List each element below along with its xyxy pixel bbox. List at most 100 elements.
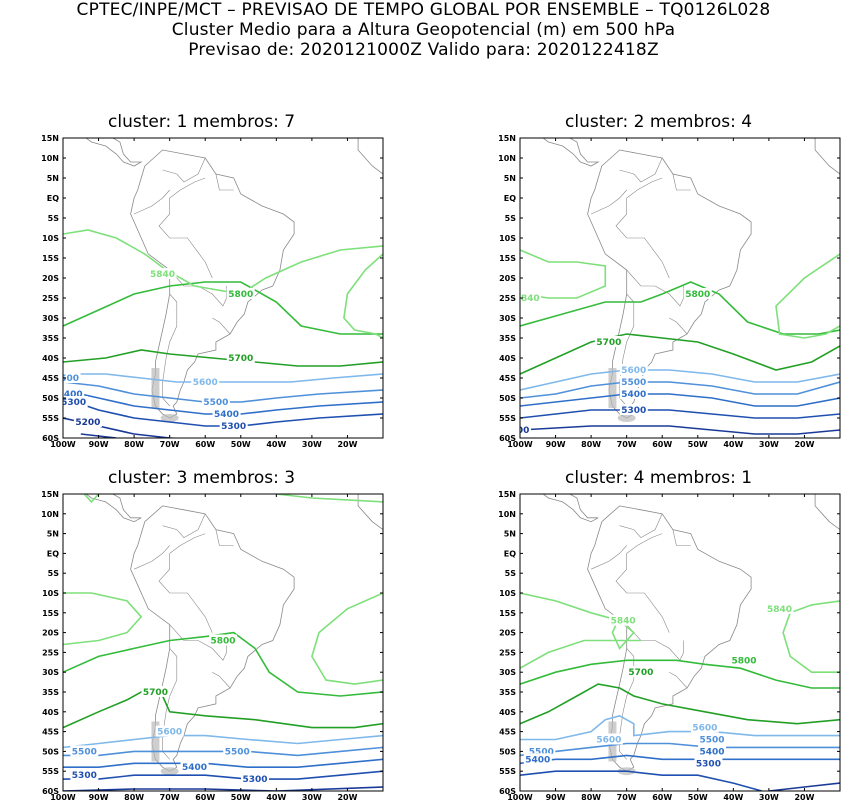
contour-label: 5400	[525, 755, 550, 765]
contour-label: 5300	[242, 775, 267, 785]
contour-label-bg	[698, 733, 726, 745]
lat-tick-label: 50S	[499, 394, 516, 403]
contour-label-bg	[148, 268, 177, 279]
country-border	[619, 157, 663, 183]
lat-tick-label: 15N	[498, 134, 516, 143]
contour-label: 5700	[596, 338, 621, 348]
country-border	[615, 533, 670, 633]
coastline-south-america	[130, 149, 295, 419]
coastline-south-america	[587, 505, 752, 772]
country-border	[212, 317, 231, 335]
contour-label: 5300	[696, 759, 721, 769]
contour-label: 5500	[621, 378, 646, 388]
lon-tick-label: 30W	[302, 793, 322, 802]
panel-3-title: cluster: 3 membros: 3	[108, 468, 296, 488]
chilean-archipelago	[151, 721, 160, 762]
lat-tick-label: 15N	[41, 134, 59, 143]
contour-5840	[63, 592, 143, 646]
map-frame	[519, 137, 841, 439]
country-border	[654, 640, 684, 661]
contour-label: 5700	[628, 668, 653, 678]
contour-5600	[520, 369, 840, 391]
contour-5300	[520, 409, 840, 419]
lon-tick-label: 70W	[617, 440, 637, 449]
lon-tick-label: 60W	[652, 440, 672, 449]
lat-tick-label: 10N	[41, 510, 59, 519]
contour-5300	[63, 770, 383, 780]
contour-5200	[768, 782, 840, 791]
panel-1-title: cluster: 1 membros: 7	[108, 112, 296, 132]
contour-label: 5400	[182, 763, 207, 773]
lon-tick-label: 40W	[723, 440, 743, 449]
lon-tick-label: 70W	[160, 793, 180, 802]
contour-label: 5840	[611, 617, 636, 627]
lat-tick-label: 45S	[499, 374, 516, 383]
contour-5800	[520, 659, 840, 689]
contour-label: 5700	[228, 354, 253, 364]
lat-tick-label: 5S	[48, 214, 60, 223]
lat-tick-label: 10S	[499, 589, 516, 598]
contour-label-bg	[619, 376, 648, 387]
contour-label-bg	[626, 666, 655, 678]
contour-label: 5600	[692, 724, 717, 734]
lat-tick-label: 15S	[499, 254, 516, 263]
contour-label-bg	[63, 388, 85, 399]
contour-label-bg	[70, 769, 99, 781]
contour-label-bg	[683, 288, 712, 299]
contour-label: 5500	[225, 747, 250, 757]
lat-tick-label: 60S	[42, 787, 59, 796]
coastline-africa	[357, 494, 383, 530]
contour-5500	[63, 746, 383, 757]
tierra-del-fuego	[160, 767, 179, 776]
country-border	[169, 624, 199, 641]
lat-tick-label: EQ	[47, 549, 59, 558]
country-border	[133, 189, 170, 215]
header-line-2: Cluster Medio para a Altura Geopotencial…	[171, 20, 676, 40]
lon-tick-label: 30W	[759, 440, 779, 449]
contour-label: 5500	[699, 736, 724, 746]
country-border	[212, 671, 231, 689]
contour-label-bg	[73, 416, 102, 427]
lon-tick-label: 30W	[759, 793, 779, 802]
contour-label-bg	[619, 364, 648, 375]
contour-label-bg	[223, 745, 252, 757]
country-border	[197, 285, 227, 307]
contour-label-bg	[594, 733, 623, 745]
contour-label: 5500	[529, 747, 554, 757]
lat-tick-label: EQ	[47, 194, 59, 203]
lon-tick-label: 100W	[50, 793, 76, 802]
contour-label-bg	[219, 420, 248, 431]
contour-5800	[63, 281, 383, 335]
contour-5600	[63, 734, 383, 749]
country-border	[158, 533, 213, 633]
contour-label: 5600	[157, 728, 182, 738]
contour-5400	[63, 758, 383, 768]
coastline-central-america	[542, 494, 599, 523]
lat-tick-label: 25S	[499, 294, 516, 303]
country-border	[626, 624, 656, 641]
contour-5700	[63, 687, 383, 729]
coastline-africa	[814, 138, 840, 175]
lat-tick-label: 35S	[499, 688, 516, 697]
contour-5700	[520, 333, 840, 375]
lat-tick-label: 5S	[505, 214, 517, 223]
contour-label-bg	[527, 745, 556, 757]
contour-label-bg	[209, 634, 237, 646]
contour-label: 5800	[210, 637, 235, 647]
header-line-3: Previsao de: 2020121000Z Valido para: 20…	[188, 40, 659, 60]
coastline-africa	[357, 138, 383, 175]
lat-tick-label: 30S	[499, 668, 516, 677]
lat-tick-label: 5S	[48, 569, 60, 578]
contour-label-bg	[63, 396, 88, 407]
lat-tick-label: 45S	[499, 728, 516, 737]
lat-tick-label: 15S	[499, 609, 516, 618]
lat-tick-label: 60S	[42, 434, 59, 443]
lon-tick-label: 70W	[160, 440, 180, 449]
lon-tick-label: 50W	[688, 793, 708, 802]
contour-label-bg	[594, 336, 623, 347]
lat-tick-label: 20S	[42, 274, 59, 283]
lon-tick-label: 30W	[302, 440, 322, 449]
contour-5840	[311, 592, 383, 685]
header-line-1: CPTEC/INPE/MCT – PREVISAO DE TEMPO GLOBA…	[76, 0, 771, 20]
